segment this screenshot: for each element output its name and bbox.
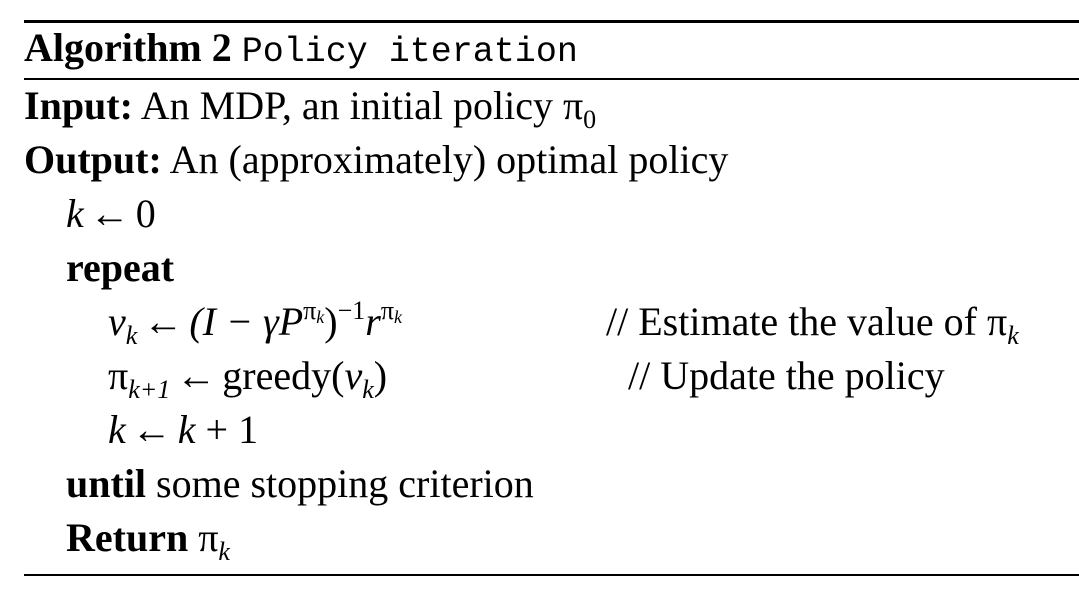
inc-rhs-rest: + 1 <box>195 407 259 452</box>
inc-rhs-var: k <box>177 407 196 452</box>
value-arrow: ← <box>143 299 184 344</box>
return-symbol: π <box>198 515 219 560</box>
until-line: until some stopping criterion <box>66 460 534 508</box>
policy-lhs-sub: k+1 <box>128 375 171 404</box>
value-r-sup-symbol: π <box>380 296 394 325</box>
value-comment-sub: k <box>1007 321 1019 350</box>
input-line: Input: An MDP, an initial policy π0 <box>24 82 596 133</box>
inc-arrow: ← <box>131 407 172 452</box>
value-inverse: −1 <box>337 296 366 325</box>
policy-rhs-close: ) <box>373 353 388 398</box>
policy-rhs-var-sub: k <box>362 375 374 404</box>
value-r: r <box>365 299 381 344</box>
value-comment-text: // Estimate the value of π <box>606 299 1008 344</box>
return-sub: k <box>218 537 230 566</box>
algorithm-header: Algorithm 2 Policy iteration <box>24 24 578 76</box>
value-rhs-open: (I − γP <box>189 299 304 344</box>
repeat-line: repeat <box>66 244 174 292</box>
value-rhs-sup: πk <box>303 296 325 327</box>
repeat-keyword: repeat <box>66 245 175 290</box>
bottom-rule <box>24 574 1079 576</box>
init-arrow: ← <box>89 191 130 236</box>
output-text: An (approximately) optimal policy <box>169 137 729 182</box>
return-keyword: Return <box>66 515 189 560</box>
header-rule <box>24 78 1079 80</box>
policy-update-line: πk+1 ← greedy(vk) <box>108 352 388 403</box>
inc-var: k <box>108 407 126 452</box>
value-lhs-sub: k <box>125 321 138 350</box>
increment-line: k ← k + 1 <box>108 406 258 454</box>
policy-rhs: greedy( <box>222 353 345 398</box>
init-value: 0 <box>135 191 156 236</box>
input-text: An MDP, an initial policy π <box>140 83 584 128</box>
value-comment: // Estimate the value of πk <box>606 298 1019 349</box>
algorithm-label: Algorithm 2 <box>24 25 232 70</box>
policy-comment-text: // Update the policy <box>628 353 945 398</box>
output-keyword: Output: <box>24 137 162 182</box>
value-rhs-sup-symbol: π <box>303 296 317 325</box>
top-rule <box>24 20 1079 23</box>
value-r-sup: πk <box>380 296 402 327</box>
policy-lhs: π <box>108 353 129 398</box>
init-line: k ← 0 <box>66 190 156 238</box>
input-symbol-sub: 0 <box>583 105 597 134</box>
until-text: some stopping criterion <box>146 461 534 506</box>
value-rhs-sup-sub: k <box>316 307 325 327</box>
init-var: k <box>66 191 84 236</box>
value-update-line: vk ← (I − γPπk)−1rπk <box>108 296 402 349</box>
output-line: Output: An (approximately) optimal polic… <box>24 136 728 184</box>
value-r-sup-sub: k <box>394 307 402 327</box>
return-line: Return πk <box>66 514 230 565</box>
policy-arrow: ← <box>176 353 217 398</box>
policy-comment: // Update the policy <box>628 352 945 400</box>
policy-rhs-var: v <box>344 353 363 398</box>
value-lhs: v <box>108 299 126 344</box>
input-keyword: Input: <box>24 83 133 128</box>
value-rhs-close: ) <box>324 299 338 344</box>
until-keyword: until <box>66 461 147 506</box>
algorithm-name: Policy iteration <box>241 32 578 72</box>
